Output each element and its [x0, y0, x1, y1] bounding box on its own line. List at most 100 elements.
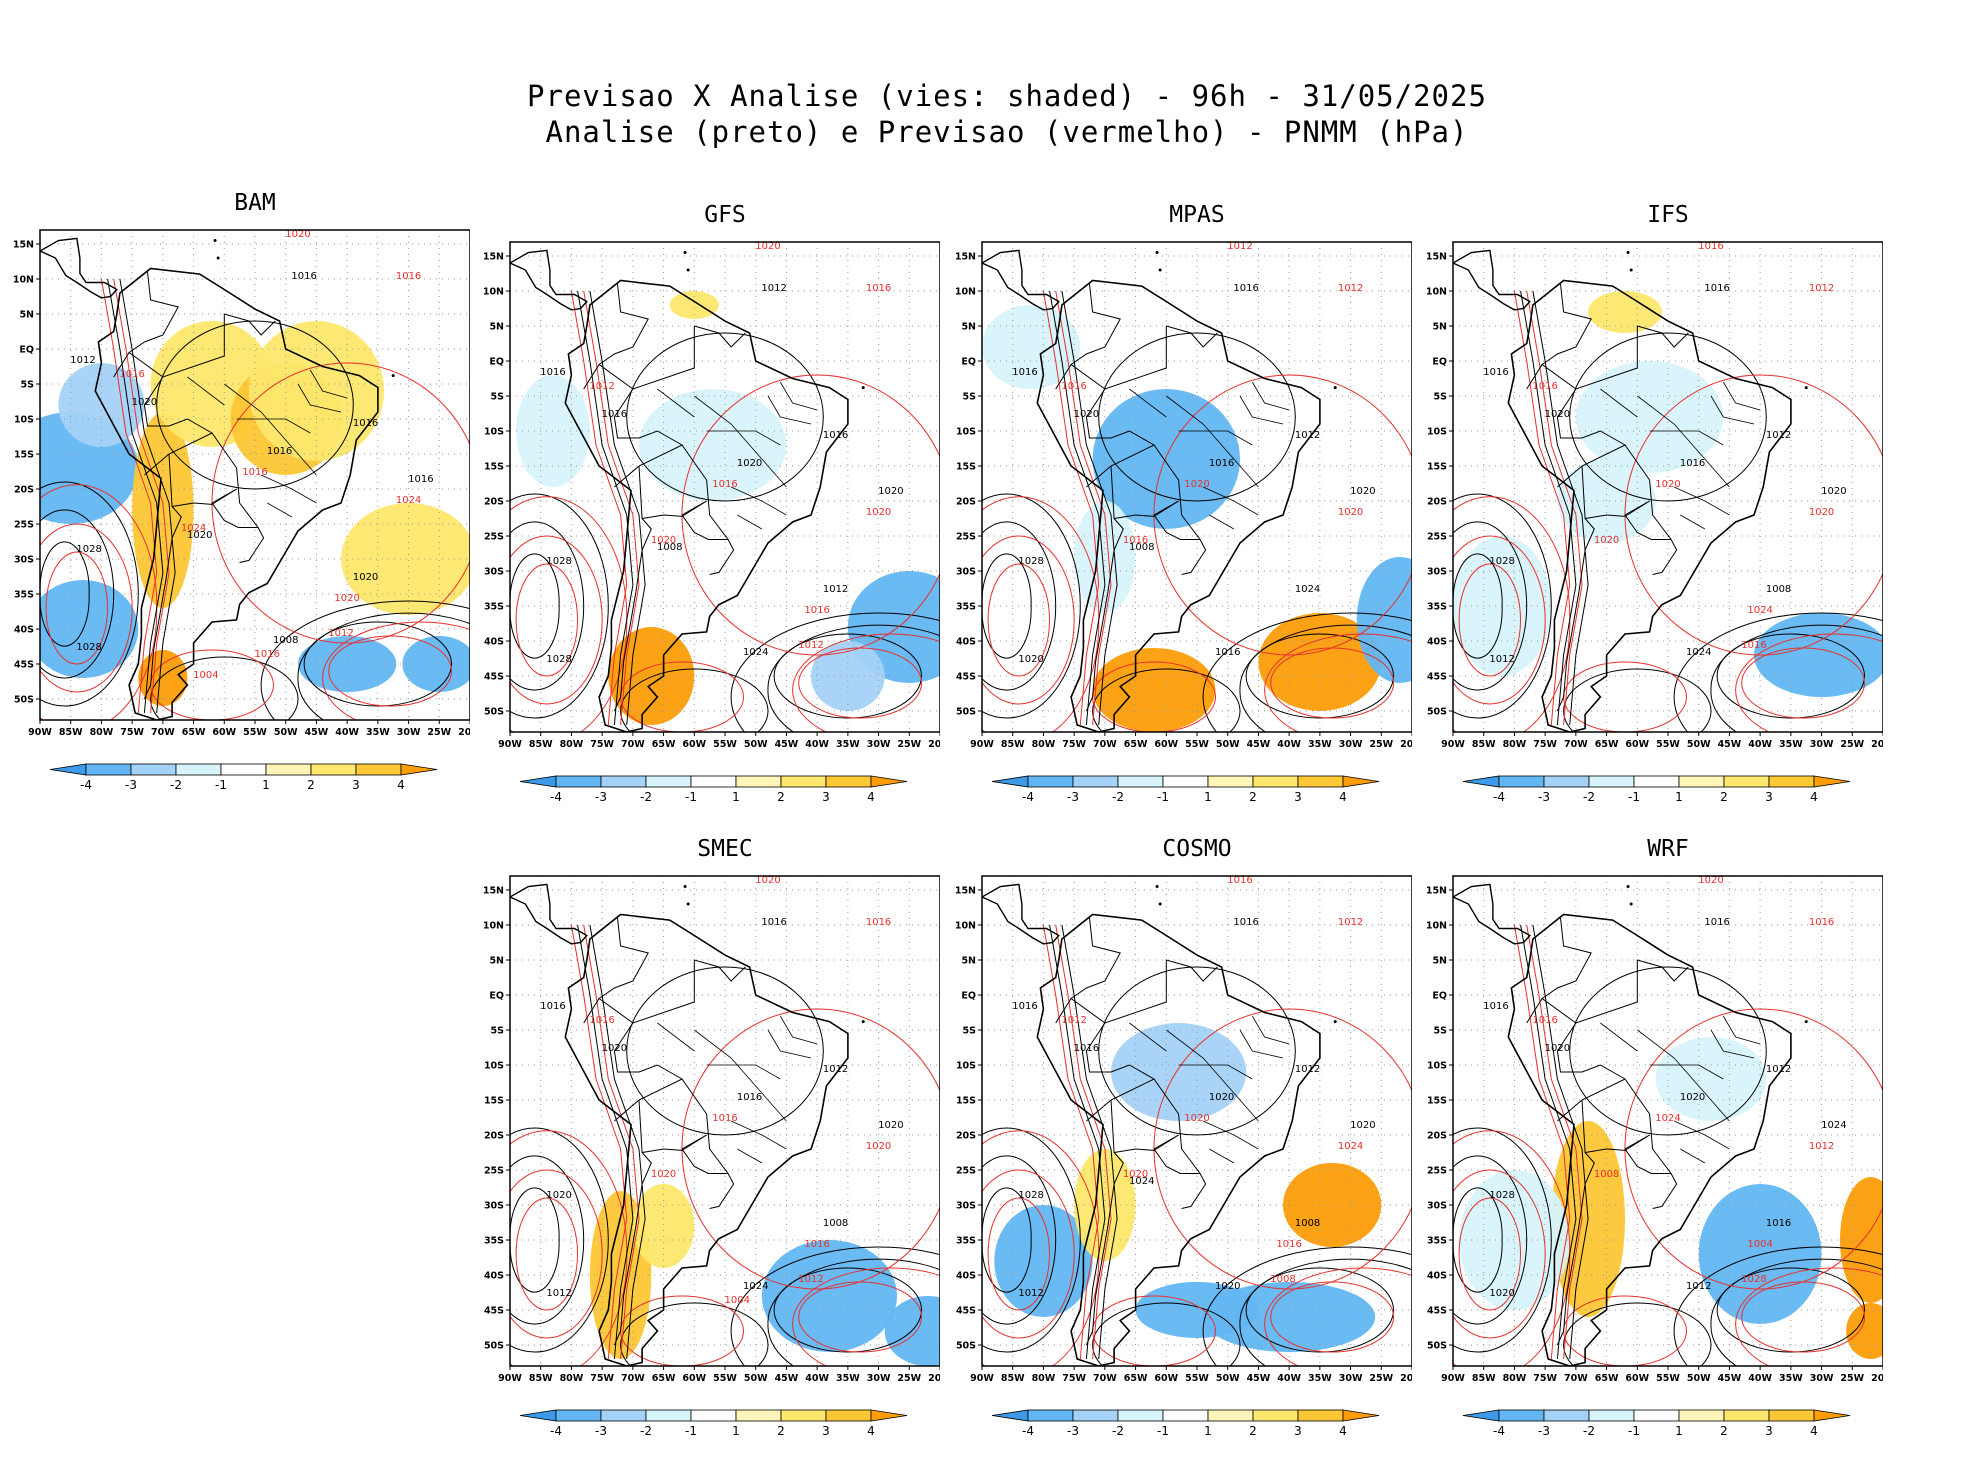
analysis-isobar-label: 1008	[1129, 542, 1154, 553]
lon-tick-label: 45W	[1718, 1373, 1742, 1384]
forecast-isobar	[1624, 1008, 1883, 1290]
analysis-isobar-label: 1028	[546, 556, 571, 567]
analysis-isobar	[773, 1267, 923, 1353]
panel-ifs: IFS 1016 1012 1016 1020 1016 1020 1028 1024 1012 1…	[1413, 202, 1883, 827]
south-america-coastline	[1036, 913, 1321, 1366]
analysis-isobar-label: 1016	[540, 367, 565, 378]
colorbar: -4 -3 -2 -1 1 2 3 4	[991, 775, 1380, 804]
lon-tick-label: 35W	[366, 727, 390, 738]
forecast-isobar-label: 1020	[1698, 875, 1723, 886]
colorbar: -4 -3 -2 -1 1 2 3 4	[519, 775, 908, 804]
analysis-isobar-label: 1012	[546, 1288, 571, 1299]
lon-tick-label: 75W	[120, 727, 144, 738]
panel-smec: SMEC 1016 1012 1016 1020 1016 1020 1020 1024 1012…	[470, 836, 940, 1461]
map-svg: 1016101210161020102010241028101210201016…	[1426, 875, 1883, 1438]
analysis-isobar	[1569, 966, 1767, 1136]
analysis-isobar	[1098, 332, 1296, 502]
lat-tick-label: 10S	[484, 427, 504, 438]
colorbar-segment	[600, 1409, 647, 1422]
analysis-isobar-label: 1020	[187, 530, 212, 541]
country-border	[1085, 1152, 1124, 1346]
analysis-isobar	[510, 521, 585, 691]
map-svg: 1016 1012 1016 1020 1016 1020 1020 1024 1012 1008…	[483, 875, 940, 1438]
forecast-isobar	[681, 1008, 940, 1290]
island	[1122, 234, 1125, 237]
lat-tick-label: 40S	[14, 625, 34, 636]
forecast-isobar	[1453, 535, 1546, 705]
forecast-isobar-label: 1024	[1338, 1141, 1363, 1152]
country-border	[1557, 444, 1678, 575]
colorbar-segment	[735, 1409, 782, 1422]
panel-wrf: WRF 1016 1012 1016 1020 1020 1024 1028 1012 1020 1…	[1413, 836, 1883, 1461]
analysis-isobar-label: 1008	[823, 1218, 848, 1229]
colorbar-segment	[1297, 1409, 1344, 1422]
colorbar: -4 -3 -2 -1 1 2 3 4	[1462, 1409, 1851, 1438]
bias-shading	[632, 1184, 695, 1268]
lat-tick-label: 15N	[955, 252, 976, 263]
forecast-isobar	[1092, 1295, 1217, 1366]
lat-tick-label: 40S	[484, 637, 504, 648]
country-border	[681, 1134, 729, 1174]
country-border	[1110, 1099, 1179, 1154]
lat-tick-label: 5N	[489, 956, 504, 967]
colorbar-left-arrow	[1462, 775, 1500, 788]
lon-tick-label: 80W	[1503, 739, 1527, 750]
forecast-isobar	[792, 633, 940, 732]
lon-tick-label: 60W	[682, 739, 706, 750]
lat-tick-label: 10N	[1426, 921, 1447, 932]
lon-tick-label: 75W	[1062, 1373, 1086, 1384]
colorbar-tick-label: 4	[867, 790, 875, 804]
colorbar: -4 -3 -2 -1 1 2 3 4	[519, 1409, 908, 1438]
panel-title: SMEC	[697, 836, 753, 862]
country-border	[1556, 388, 1626, 446]
forecast-isobar-label: 1012	[589, 381, 614, 392]
analysis-isobar	[1061, 924, 1118, 1360]
map-svg: 1012101610161016102010201028102410281012…	[483, 241, 940, 804]
title-line-1: Previsao X Analise (vies: shaded) - 96h …	[527, 79, 1487, 113]
map-area: 1016101210161016102010201028102010121008…	[982, 876, 1412, 1366]
lon-tick-label: 35W	[836, 1373, 860, 1384]
forecast-isobar-label: 1016	[1809, 917, 1834, 928]
lon-tick-label: 30W	[1810, 739, 1834, 750]
lat-tick-label: 5S	[963, 1026, 977, 1037]
analysis-isobar	[510, 1155, 585, 1325]
panel-title: COSMO	[1162, 836, 1232, 862]
state-border	[1680, 1148, 1706, 1164]
analysis-isobar	[1453, 521, 1528, 691]
colorbar-tick-label: -2	[640, 790, 652, 804]
panel-mpas: MPAS 1016 1012 1016 1020 1016 1020 1028 1016 1020…	[942, 202, 1412, 827]
country-border	[113, 313, 276, 378]
colorbar-tick-label: 4	[1339, 1424, 1347, 1438]
forecast-isobar-label: 1020	[866, 1141, 891, 1152]
forecast-isobar	[322, 621, 470, 720]
analysis-isobar	[773, 633, 923, 719]
lon-tick-label: 85W	[1001, 739, 1025, 750]
forecast-isobar-label: 1016	[1532, 381, 1557, 392]
forecast-isobar	[620, 1295, 745, 1366]
forecast-isobar-label: 1016	[866, 917, 891, 928]
analysis-isobar	[119, 278, 176, 714]
colorbar-tick-label: -4	[80, 778, 92, 792]
state-border	[694, 395, 757, 453]
country-border	[211, 488, 259, 528]
analysis-isobar-label: 1016	[1483, 367, 1508, 378]
lon-tick-label: 35W	[1779, 739, 1803, 750]
colorbar-segment	[1297, 775, 1344, 788]
analysis-isobar	[626, 966, 824, 1136]
lat-tick-label: 15S	[1427, 1096, 1447, 1107]
lat-tick-label: EQ	[489, 357, 504, 368]
analysis-isobar	[589, 924, 646, 1360]
lat-tick-label: EQ	[1432, 991, 1447, 1002]
country-border	[1055, 959, 1218, 1024]
forecast-isobar-label: 1012	[1338, 283, 1363, 294]
forecast-isobar-label: 1020	[755, 241, 780, 252]
state-border	[297, 383, 342, 413]
central-america-coastline	[510, 883, 588, 945]
analysis-isobar-label: 1020	[1209, 1092, 1234, 1103]
forecast-isobar-label: 1020	[866, 507, 891, 518]
analysis-isobar-label: 1028	[1489, 556, 1514, 567]
colorbar-tick-label: 1	[1204, 1424, 1212, 1438]
country-border	[128, 271, 179, 353]
central-america-coastline	[1453, 883, 1531, 945]
lat-tick-label: EQ	[961, 991, 976, 1002]
